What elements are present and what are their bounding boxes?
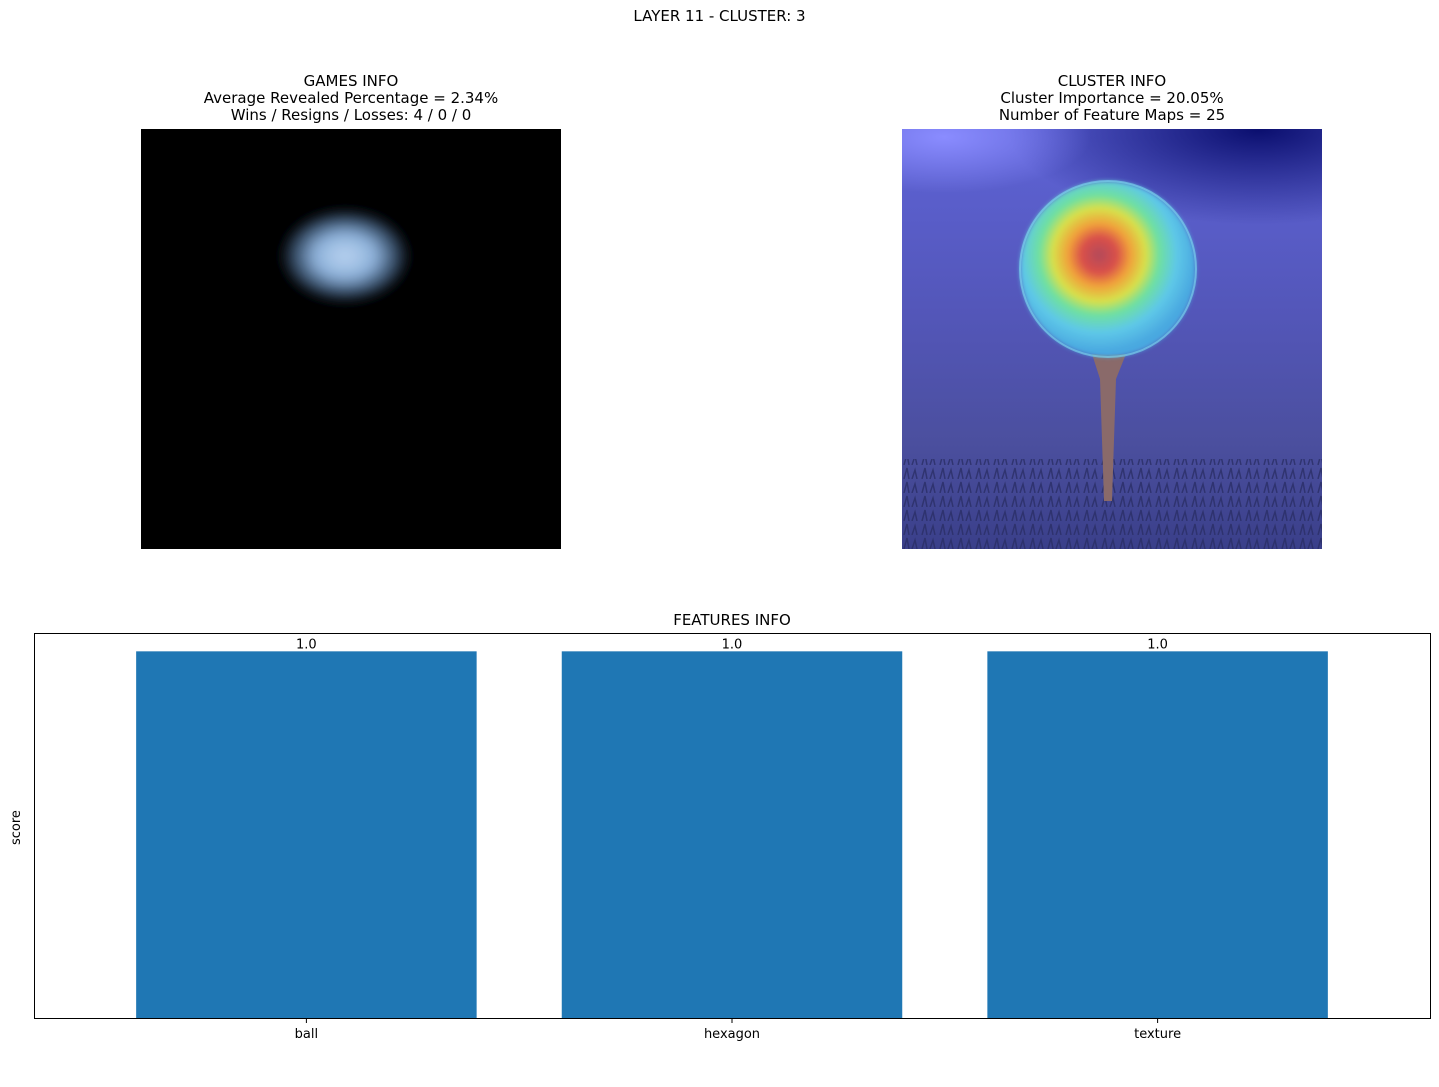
chart-title: FEATURES INFO — [673, 611, 791, 629]
revealed-ball-image — [141, 129, 561, 549]
games-info-title: GAMES INFO — [303, 72, 399, 90]
bar-texture — [987, 651, 1328, 1018]
cluster-info-title: CLUSTER INFO — [1057, 72, 1167, 90]
golf-ball-heatmap — [902, 129, 1322, 549]
cluster-info-title-block: CLUSTER INFO Cluster Importance = 20.05%… — [902, 73, 1322, 124]
bar-ball — [136, 651, 477, 1018]
x-tick-label-texture: texture — [1134, 1027, 1181, 1042]
bars-layer: 1.0 1.0 1.0 — [136, 637, 1328, 1018]
games-info-title-block: GAMES INFO Average Revealed Percentage =… — [141, 73, 561, 124]
x-tick-label-ball: ball — [295, 1027, 318, 1042]
x-tick-label-hexagon: hexagon — [704, 1027, 760, 1042]
data-label-hexagon: 1.0 — [722, 637, 743, 652]
games-info-wins-resigns-losses: Wins / Resigns / Losses: 4 / 0 / 0 — [230, 106, 472, 124]
cluster-info-importance: Cluster Importance = 20.05% — [1000, 89, 1224, 107]
figure-suptitle: LAYER 11 - CLUSTER: 3 — [633, 7, 806, 25]
data-label-ball: 1.0 — [296, 637, 317, 652]
bar-hexagon — [561, 651, 903, 1018]
ticks-layer: ball hexagon texture — [295, 1018, 1181, 1042]
data-label-texture: 1.0 — [1147, 637, 1168, 652]
cluster-info-feature-maps: Number of Feature Maps = 25 — [998, 106, 1226, 124]
cluster-heatmap-image — [902, 129, 1322, 549]
games-info-revealed-percentage: Average Revealed Percentage = 2.34% — [203, 89, 499, 107]
revealed-region-image — [141, 129, 561, 549]
